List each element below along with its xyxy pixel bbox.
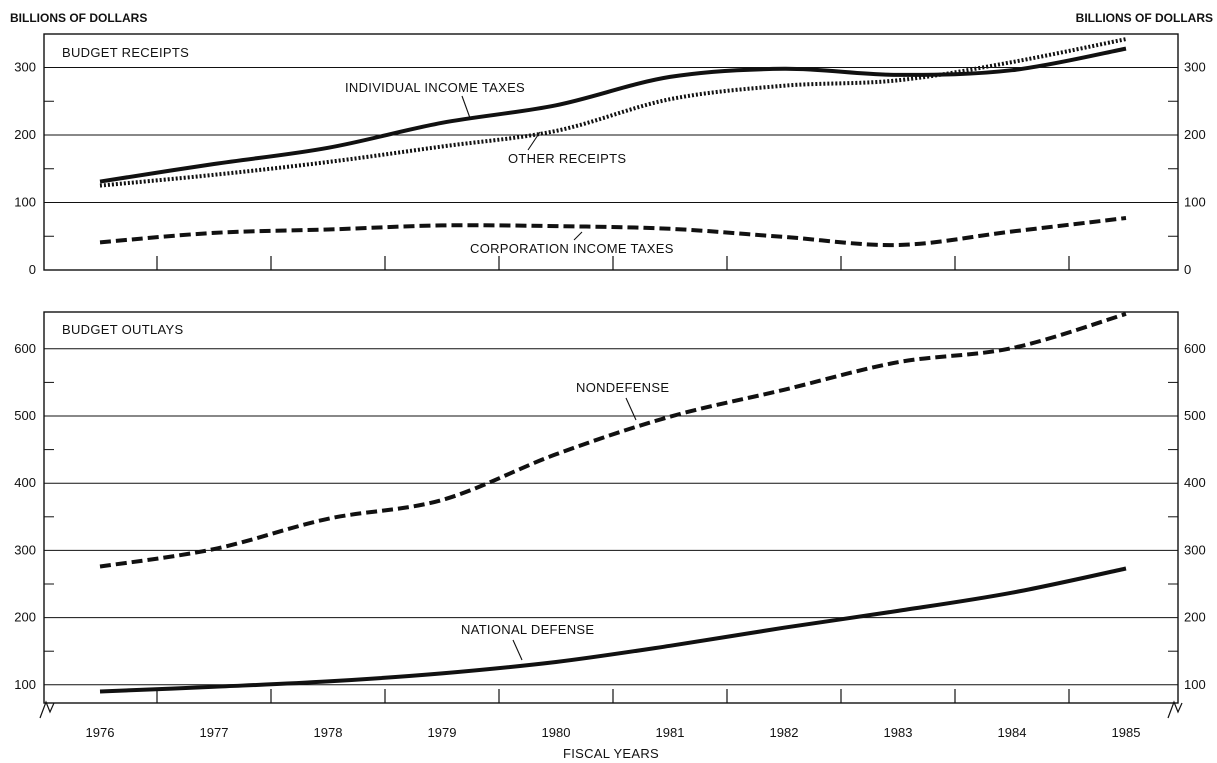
xtick-1982: 1982 <box>770 725 799 740</box>
outlays-ytick-left-100: 100 <box>14 677 36 692</box>
xtick-1984: 1984 <box>998 725 1027 740</box>
axis-break-left <box>39 700 55 719</box>
xtick-1980: 1980 <box>542 725 571 740</box>
label-other-receipts: OTHER RECEIPTS <box>508 151 626 166</box>
receipts-ytick-left-100: 100 <box>14 195 36 210</box>
outlays-ytick-left-600: 600 <box>14 341 36 356</box>
outlays-panel-title: BUDGET OUTLAYS <box>62 322 183 337</box>
receipts-y-ticks: 0 0 100 100 200 200 300 300 <box>14 60 1205 278</box>
receipts-series-corporation-income-taxes <box>99 216 1127 248</box>
xtick-1978: 1978 <box>314 725 343 740</box>
outlays-ytick-left-300: 300 <box>14 542 36 557</box>
outlays-ytick-right-500: 500 <box>1184 408 1206 423</box>
outlays-ytick-left-400: 400 <box>14 475 36 490</box>
axis-break-right <box>1167 700 1183 719</box>
leader-national-defense <box>512 639 523 661</box>
x-axis-title: FISCAL YEARS <box>563 746 659 761</box>
label-individual-income-taxes: INDIVIDUAL INCOME TAXES <box>345 80 525 95</box>
outlays-series-national-defense <box>99 566 1127 694</box>
outlays-ytick-right-300: 300 <box>1184 542 1206 557</box>
leader-nondefense <box>625 397 637 421</box>
outlays-panel-frame <box>43 311 1179 704</box>
outlays-ytick-left-200: 200 <box>14 610 36 625</box>
receipts-gridlines <box>44 67 1178 203</box>
receipts-series-other-receipts <box>99 37 1127 188</box>
leader-other-receipts <box>527 131 541 151</box>
outlays-gridlines <box>44 348 1178 686</box>
leader-individual-income-taxes <box>461 95 471 119</box>
outlays-series <box>99 311 1127 694</box>
receipts-series <box>99 37 1127 248</box>
xtick-1981: 1981 <box>656 725 685 740</box>
y-unit-left: BILLIONS OF DOLLARS <box>10 11 147 25</box>
outlays-ytick-right-100: 100 <box>1184 677 1206 692</box>
receipts-ytick-left-300: 300 <box>14 60 36 75</box>
y-unit-right: BILLIONS OF DOLLARS <box>1076 11 1213 25</box>
leader-corporation-income-taxes <box>573 231 583 241</box>
xtick-1983: 1983 <box>884 725 913 740</box>
xtick-1979: 1979 <box>428 725 457 740</box>
xtick-1976: 1976 <box>86 725 115 740</box>
label-nondefense: NONDEFENSE <box>576 380 669 395</box>
xtick-1977: 1977 <box>200 725 229 740</box>
outlays-series-nondefense <box>99 311 1127 569</box>
label-corporation-income-taxes: CORPORATION INCOME TAXES <box>470 241 674 256</box>
receipts-ytick-left-0: 0 <box>29 262 36 277</box>
receipts-series-individual-income-taxes <box>99 46 1127 184</box>
receipts-panel-title: BUDGET RECEIPTS <box>62 45 189 60</box>
outlays-ytick-right-400: 400 <box>1184 475 1206 490</box>
receipts-ytick-left-200: 200 <box>14 127 36 142</box>
receipts-panel-frame <box>43 33 1179 271</box>
receipts-ytick-right-200: 200 <box>1184 127 1206 142</box>
receipts-ytick-right-100: 100 <box>1184 195 1206 210</box>
outlays-ytick-left-500: 500 <box>14 408 36 423</box>
receipts-ytick-right-0: 0 <box>1184 262 1191 277</box>
xtick-1985: 1985 <box>1112 725 1141 740</box>
x-axis-ticks: 1976 1977 1978 1979 1980 1981 1982 1983 1984 1985 <box>86 256 1141 740</box>
outlays-ytick-right-600: 600 <box>1184 341 1206 356</box>
receipts-ytick-right-300: 300 <box>1184 60 1206 75</box>
label-national-defense: NATIONAL DEFENSE <box>461 622 594 637</box>
outlays-ytick-right-200: 200 <box>1184 610 1206 625</box>
outlays-y-ticks: 100 100 200 200 300 300 400 400 500 500 600 600 <box>14 341 1205 692</box>
